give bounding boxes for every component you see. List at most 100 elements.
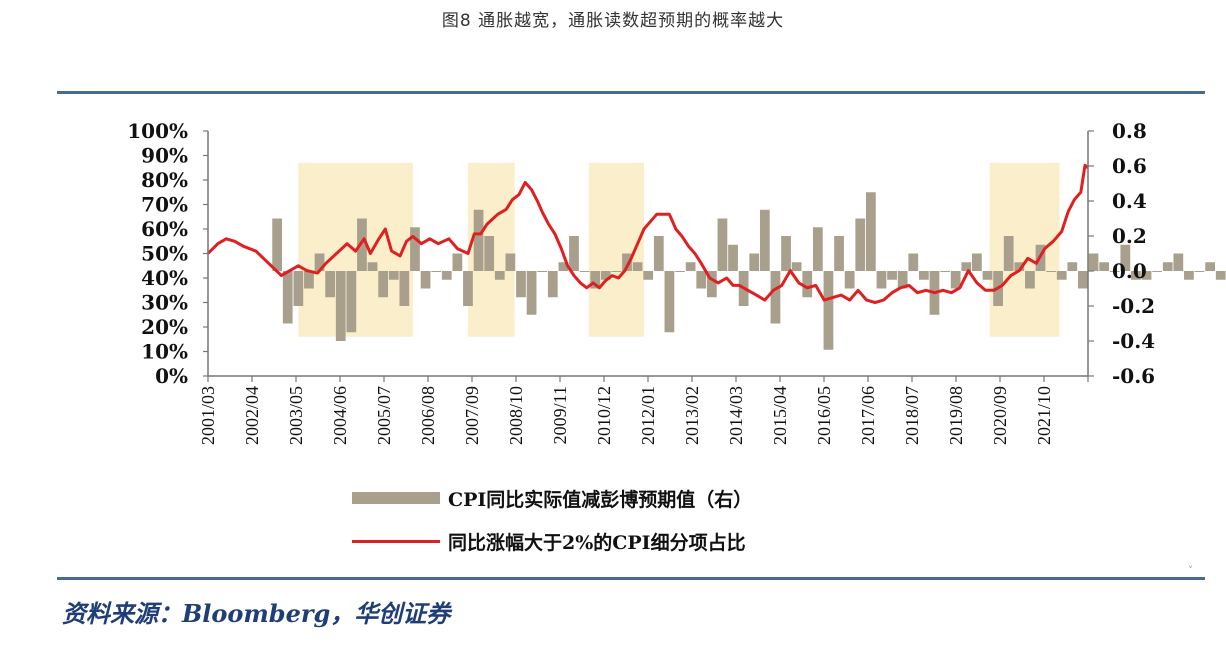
highlight-band (989, 162, 1060, 337)
bar (876, 271, 887, 289)
bar (304, 271, 314, 289)
legend-line-label: 同比涨幅大于2%的CPI细分项占比 (448, 531, 746, 554)
bar (526, 271, 537, 315)
bar (378, 271, 389, 298)
x-tick-label: 2017/06 (858, 386, 878, 445)
bar (1215, 271, 1226, 280)
bar (717, 218, 728, 271)
bar (579, 271, 590, 272)
highlight-bands (298, 162, 1060, 337)
bar (706, 271, 717, 298)
bar (1014, 262, 1025, 271)
bar (1056, 271, 1067, 280)
bar (1109, 271, 1120, 272)
bar (410, 227, 420, 271)
x-tick-label: 2004/06 (330, 386, 350, 445)
bar (1205, 262, 1216, 271)
bar (855, 218, 866, 271)
bar-series (272, 192, 1226, 350)
bar (802, 271, 813, 298)
bar (823, 271, 834, 350)
right-tick-label: 0.4 (1112, 189, 1147, 213)
bar (1120, 244, 1131, 271)
bar (982, 271, 993, 280)
x-tick-label: 2007/09 (462, 386, 482, 445)
bar (1141, 271, 1152, 280)
bar (728, 244, 738, 271)
bar (463, 271, 473, 306)
x-tick-label: 2018/07 (902, 386, 922, 445)
right-tick-label: -0.2 (1112, 294, 1155, 318)
bar (812, 227, 823, 271)
bar (696, 271, 707, 289)
top-rule (57, 91, 1205, 94)
left-tick-label: 40% (141, 266, 188, 290)
right-tick-label: 0.0 (1112, 259, 1147, 283)
bar (399, 271, 410, 306)
bottom-rule (57, 577, 1205, 580)
bar (282, 271, 293, 324)
bar (865, 192, 876, 271)
x-tick-label: 2021/10 (1034, 386, 1054, 445)
bar (611, 271, 622, 272)
bar (940, 271, 950, 272)
legend-bar-label: CPI同比实际值减彭博预期值（右） (448, 488, 753, 511)
source-note: 资料来源：Bloomberg，华创证券 (62, 599, 451, 628)
bar (314, 253, 325, 271)
line-series (206, 163, 1089, 304)
bar (1152, 271, 1163, 272)
bar (367, 262, 378, 271)
bar (918, 271, 929, 280)
bar (632, 262, 643, 271)
bar (1173, 253, 1184, 271)
bar (335, 271, 346, 341)
legend-bar-swatch (352, 492, 440, 504)
left-tick-label: 0% (155, 364, 188, 388)
left-tick-label: 10% (141, 340, 188, 364)
corner-mark: ˅ (1188, 566, 1193, 577)
figure-title: 图8 通胀越宽，通胀读数超预期的概率越大 (441, 11, 785, 31)
bar (452, 253, 463, 271)
bar (961, 262, 972, 271)
bar (357, 218, 367, 271)
bar (972, 253, 982, 271)
bar (887, 271, 897, 280)
bar (590, 271, 601, 289)
axes: 100%90%80%70%60%50%40%30%20%10%0% 0.8 0.6 0… (127, 119, 1155, 445)
left-tick-label: 20% (141, 315, 188, 339)
left-tick-label: 30% (141, 291, 188, 315)
legend-line-swatch (352, 539, 440, 543)
x-tick-label: 2016/05 (814, 386, 834, 445)
bar (1078, 271, 1088, 289)
bar (1025, 271, 1035, 289)
x-tick-label: 2013/02 (682, 386, 702, 445)
right-tick-label: 0.2 (1112, 224, 1147, 248)
bar (325, 271, 336, 298)
bar (844, 271, 855, 289)
right-tick-label: 0.6 (1112, 154, 1147, 178)
bar (685, 262, 696, 271)
bar (1067, 262, 1078, 271)
right-tick-label: -0.6 (1112, 364, 1155, 388)
bar (558, 262, 569, 271)
left-tick-label: 60% (141, 217, 188, 241)
bar (1099, 262, 1109, 271)
left-tick-label: 80% (141, 168, 188, 192)
x-tick-label: 2020/09 (990, 386, 1010, 445)
bar (494, 271, 505, 280)
bar (1184, 271, 1194, 280)
left-tick-label: 90% (141, 144, 188, 168)
right-tick-label: -0.4 (1112, 329, 1155, 353)
bar (791, 262, 802, 271)
x-tick-label: 2008/10 (506, 386, 526, 445)
bar (1131, 271, 1141, 280)
bar (346, 271, 357, 333)
x-tick-label: 2010/12 (594, 386, 614, 445)
bar (664, 271, 675, 333)
x-tick-label: 2006/08 (418, 386, 438, 445)
bar (505, 253, 516, 271)
left-tick-label: 100% (127, 119, 188, 143)
bar (441, 271, 452, 280)
bar (537, 271, 548, 272)
